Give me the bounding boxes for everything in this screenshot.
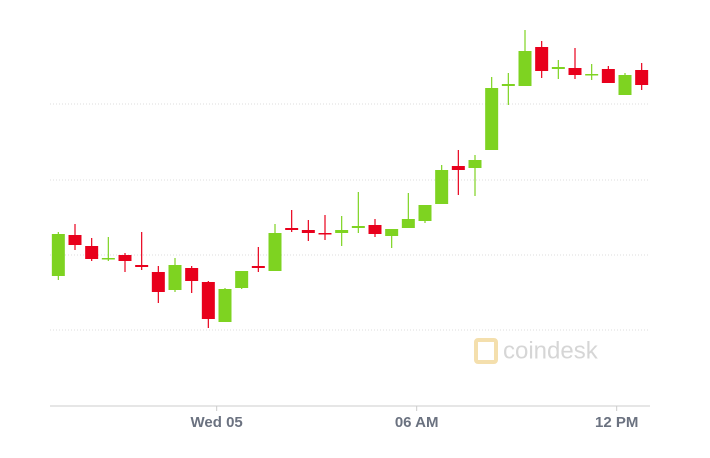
x-tick-label: 12 PM [595, 414, 638, 431]
candle-body [518, 51, 532, 86]
candle-body [268, 233, 282, 271]
candle-body [601, 69, 615, 83]
candle-body [468, 160, 482, 168]
candle-body [51, 234, 65, 276]
candle-body [335, 230, 349, 233]
watermark: coindesk [503, 337, 599, 364]
candle-body [385, 229, 399, 236]
candle-body [351, 226, 365, 228]
candle-body [101, 258, 115, 260]
candle-body [435, 170, 449, 204]
candle-body [401, 219, 415, 228]
candle-body [568, 68, 582, 75]
candle-body [285, 228, 299, 230]
candle-body [585, 74, 599, 76]
x-tick-label: 06 AM [395, 414, 439, 431]
candle-body [151, 272, 165, 292]
candle-body [368, 225, 382, 234]
candle-body [635, 70, 649, 85]
candle-body [551, 67, 565, 69]
candle-body [68, 235, 82, 245]
watermark-icon [474, 338, 498, 364]
x-tick-label: Wed 05 [191, 414, 243, 431]
candle-body [85, 246, 99, 259]
candle-body [618, 75, 632, 95]
candle-body [318, 233, 332, 235]
candle-body [135, 265, 149, 267]
candle-body [118, 255, 132, 261]
candle-body [451, 166, 465, 170]
candle-body [301, 230, 315, 233]
candle-body [535, 47, 549, 71]
candle-body [251, 266, 265, 268]
candle-body [168, 265, 182, 290]
candle-body [501, 84, 515, 86]
candle-body [418, 205, 432, 221]
candle-body [218, 289, 232, 322]
candle-body [235, 271, 249, 288]
candle-body [185, 268, 199, 281]
candle-body [485, 88, 499, 150]
candle-body [201, 282, 215, 319]
